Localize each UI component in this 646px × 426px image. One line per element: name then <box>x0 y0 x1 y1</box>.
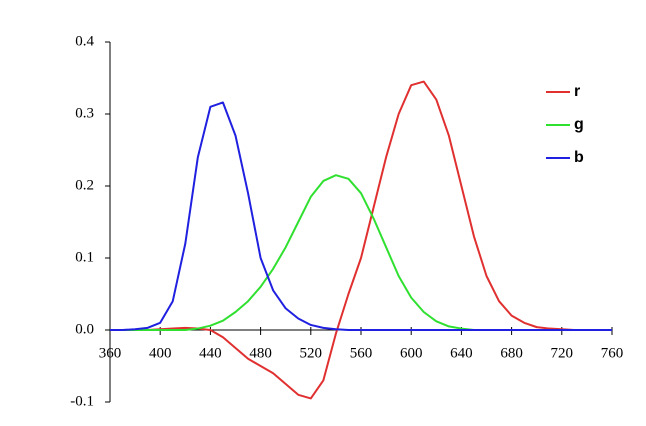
y-tick-label: 0.1 <box>75 249 94 265</box>
x-tick-label: 560 <box>350 345 373 361</box>
legend-label: b <box>574 149 584 166</box>
y-tick-label: -0.1 <box>70 393 94 409</box>
x-tick-label: 440 <box>199 345 222 361</box>
y-tick-label: 0.0 <box>75 321 94 337</box>
x-tick-label: 720 <box>551 345 574 361</box>
y-tick-label: 0.4 <box>75 33 94 49</box>
y-tick-label: 0.3 <box>75 105 94 121</box>
x-tick-label: 400 <box>149 345 172 361</box>
x-tick-label: 480 <box>249 345 272 361</box>
y-tick-label: 0.2 <box>75 177 94 193</box>
series-line <box>110 101 612 331</box>
x-tick-label: 680 <box>500 345 523 361</box>
x-tick-label: 360 <box>99 345 122 361</box>
x-tick-label: 760 <box>601 345 624 361</box>
series-line <box>110 174 612 331</box>
legend-label: g <box>574 116 584 133</box>
x-tick-label: 600 <box>400 345 423 361</box>
x-tick-label: 640 <box>450 345 473 361</box>
x-tick-label: 520 <box>300 345 323 361</box>
legend-label: r <box>574 83 580 100</box>
